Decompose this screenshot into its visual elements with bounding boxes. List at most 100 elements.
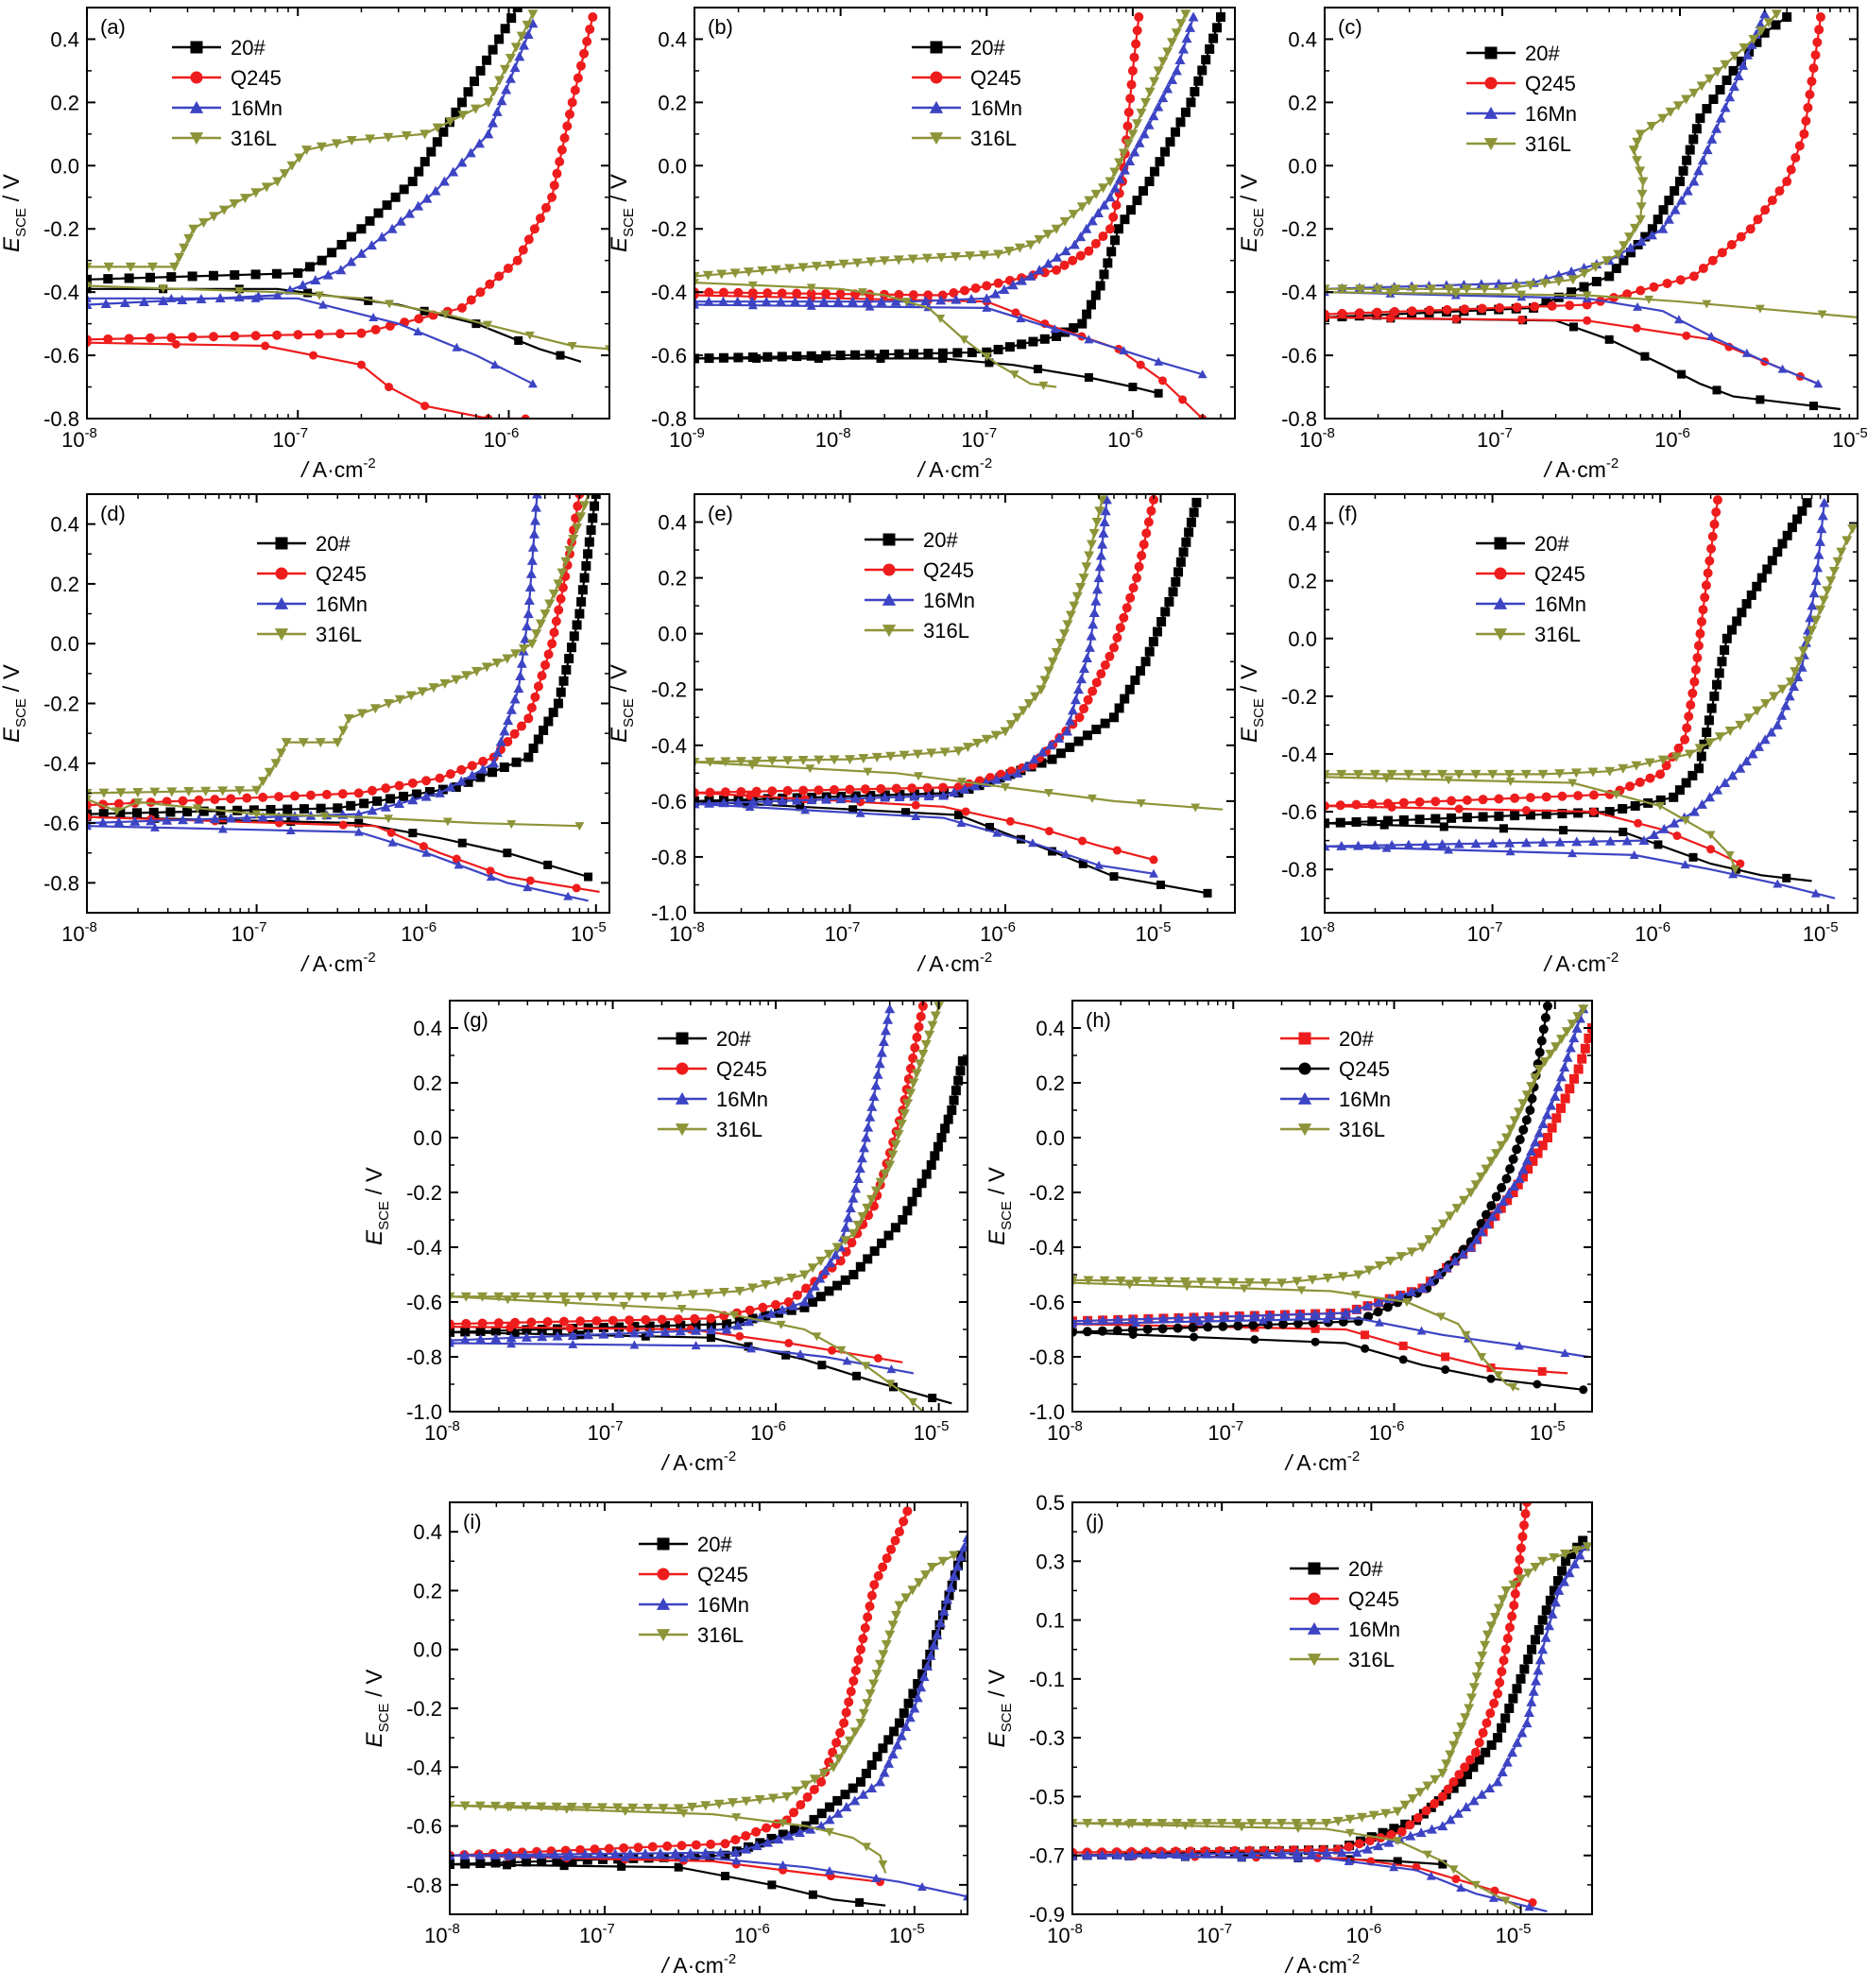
data-point: [1680, 734, 1690, 745]
data-point: [1233, 1321, 1243, 1331]
y-axis-label-sub: SCE: [376, 1704, 392, 1733]
y-tick-label: -0.6: [406, 1291, 442, 1314]
data-point: [970, 283, 981, 293]
data-point: [376, 231, 387, 242]
data-point: [417, 687, 428, 697]
data-point: [1557, 1566, 1567, 1576]
data-point: [1554, 769, 1566, 780]
data-point: [579, 501, 591, 511]
data-point: [367, 805, 378, 815]
data-point: [303, 288, 313, 298]
data-point: [1445, 1211, 1456, 1222]
data-point: [1485, 1621, 1497, 1632]
data-point: [766, 756, 778, 766]
data-point: [933, 1141, 943, 1152]
data-point: [1091, 677, 1102, 688]
data-point: [887, 1620, 899, 1631]
data-point: [894, 289, 904, 300]
plot-frame: [1071, 1000, 1593, 1413]
data-point: [555, 157, 565, 167]
data-point: [1436, 769, 1447, 780]
data-point: [552, 1856, 562, 1866]
data-point: [1120, 694, 1130, 704]
x-axis-label: / A·cm-2: [1284, 1951, 1361, 1978]
data-point: [113, 798, 124, 809]
data-point: [1568, 1073, 1579, 1084]
data-point: [1134, 12, 1144, 23]
panel-label: (c): [1338, 15, 1362, 39]
x-tick-label: 10-6: [750, 1418, 786, 1445]
data-point: [1042, 258, 1053, 268]
data-point: [1140, 657, 1151, 667]
data-point: [568, 1339, 578, 1348]
data-point: [694, 758, 699, 767]
data-point: [1505, 847, 1516, 856]
data-point: [276, 748, 287, 759]
data-point: [798, 785, 809, 796]
data-point: [1477, 1352, 1487, 1362]
data-point: [319, 812, 330, 821]
data-point: [272, 330, 283, 340]
data-point: [459, 1334, 471, 1345]
x-tick-exponent: -7: [985, 425, 997, 441]
data-point: [1545, 1595, 1555, 1605]
data-point: [1499, 824, 1508, 833]
data-point: [982, 347, 992, 357]
data-point: [477, 1292, 488, 1302]
data-point: [514, 51, 525, 61]
data-point: [1154, 388, 1163, 398]
data-point: [451, 107, 461, 117]
legend-label: Q245: [1534, 562, 1585, 586]
legend-label: 16Mn: [316, 592, 368, 616]
data-point: [876, 783, 886, 794]
data-point: [1481, 1164, 1492, 1174]
data-point: [1470, 838, 1482, 848]
data-point: [177, 295, 188, 305]
data-point: [852, 1220, 864, 1230]
data-point: [1279, 1310, 1291, 1320]
data-point: [902, 1099, 914, 1109]
x-tick-base: 10: [1299, 922, 1322, 946]
data-point: [1519, 1664, 1530, 1674]
data-point: [912, 749, 923, 760]
data-point: [321, 789, 332, 799]
x-tick-base: 10: [424, 1924, 447, 1947]
data-point: [518, 245, 528, 255]
data-point: [916, 1682, 927, 1692]
data-point: [751, 786, 762, 797]
series-Q245: [1072, 1502, 1537, 1908]
data-point: [1373, 1307, 1383, 1317]
data-point: [385, 794, 396, 804]
data-point: [781, 1350, 791, 1360]
data-point: [1767, 556, 1777, 566]
data-point: [644, 1321, 655, 1331]
data-point: [1793, 657, 1805, 667]
data-point: [132, 808, 143, 818]
data-point: [1069, 239, 1080, 249]
legend-label: 316L: [1525, 132, 1571, 156]
data-point: [1523, 1164, 1533, 1174]
data-point: [574, 608, 585, 619]
data-point: [505, 54, 516, 64]
chart-panel-0: -0.8-0.6-0.4-0.20.00.20.410-8 10-7 10-6/ A…: [0, 7, 610, 482]
data-point: [572, 620, 582, 630]
data-point: [1556, 1035, 1567, 1045]
data-point: [907, 254, 918, 265]
data-point: [1180, 1852, 1190, 1861]
data-point: [1680, 816, 1690, 826]
data-point: [1582, 300, 1592, 310]
data-point: [1003, 247, 1015, 257]
data-point: [613, 1328, 625, 1339]
data-point: [866, 1783, 878, 1793]
data-point: [503, 715, 514, 726]
x-tick-base: 10: [1477, 428, 1499, 452]
data-point: [445, 769, 455, 780]
data-point: [503, 1803, 513, 1812]
data-point: [892, 1740, 903, 1750]
series-line-anodic: [1072, 1008, 1584, 1284]
data-point: [521, 1857, 531, 1867]
data-point: [525, 568, 537, 578]
series-Q245: [1325, 495, 1745, 868]
data-point: [1766, 727, 1777, 737]
data-point: [1096, 669, 1106, 679]
